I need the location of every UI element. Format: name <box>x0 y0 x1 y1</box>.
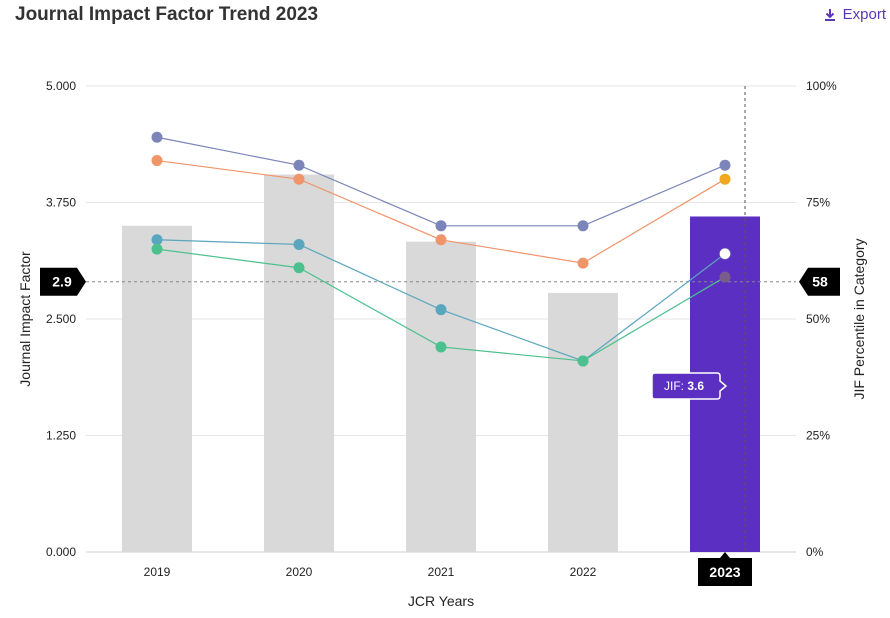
y2-tick-label: 25% <box>806 429 830 443</box>
series-point <box>577 257 589 269</box>
series-line <box>156 136 726 227</box>
bar <box>548 292 618 552</box>
export-label: Export <box>842 6 886 23</box>
x-tick-label: 2020 <box>286 565 313 579</box>
tooltip-value: 3.6 <box>687 379 704 393</box>
series-point <box>577 355 589 367</box>
series-point <box>151 234 163 246</box>
tooltip-box <box>651 372 728 400</box>
series-point <box>151 155 163 167</box>
tooltip-label: JIF: <box>664 379 687 393</box>
series-point <box>293 159 305 171</box>
series-point <box>293 238 305 250</box>
x-axis-title: JCR Years <box>408 593 474 609</box>
y-tick-label: 0.000 <box>46 545 76 559</box>
y-tick-label: 5.000 <box>46 79 76 93</box>
y2-tick-label: 50% <box>806 312 830 326</box>
chart-title: Journal Impact Factor Trend 2023 <box>15 4 319 25</box>
crosshair-right-badge <box>799 267 840 296</box>
bar <box>406 241 476 553</box>
y2-tick-label: 0% <box>806 545 824 559</box>
series-point <box>435 220 447 232</box>
series-point <box>435 341 447 353</box>
series-point <box>435 234 447 246</box>
crosshair-x-value: 2023 <box>709 564 740 580</box>
bar <box>122 225 192 553</box>
y-tick-label: 3.750 <box>46 196 76 210</box>
y-tick-label: 1.250 <box>46 429 76 443</box>
series-point <box>577 220 589 232</box>
crosshair-x-badge <box>698 552 752 586</box>
series-point <box>719 173 731 185</box>
y2-axis-title: JIF Percentile in Category <box>851 238 867 399</box>
bar <box>264 174 334 553</box>
crosshair-right-value: 58 <box>812 274 828 290</box>
x-tick-label: 2021 <box>428 565 455 579</box>
series-point <box>293 173 305 185</box>
series-point <box>151 131 163 143</box>
x-tick-label: 2019 <box>144 565 171 579</box>
crosshair-left-value: 2.9 <box>52 274 72 290</box>
crosshair-left-badge <box>40 267 86 296</box>
series-point <box>719 248 731 260</box>
export-button[interactable]: Export <box>823 6 886 23</box>
series-point <box>435 304 447 316</box>
y2-tick-label: 75% <box>806 196 830 210</box>
x-tick-label: 2022 <box>570 565 597 579</box>
y2-tick-label: 100% <box>806 79 837 93</box>
tooltip-text: JIF: 3.6 <box>664 379 704 393</box>
series-point <box>151 243 163 255</box>
y-axis-title: Journal Impact Factor <box>17 251 33 387</box>
download-icon <box>824 8 835 21</box>
series-point <box>293 262 305 274</box>
series-point <box>719 159 731 171</box>
series-point <box>719 271 731 283</box>
y-tick-label: 2.500 <box>46 312 76 326</box>
